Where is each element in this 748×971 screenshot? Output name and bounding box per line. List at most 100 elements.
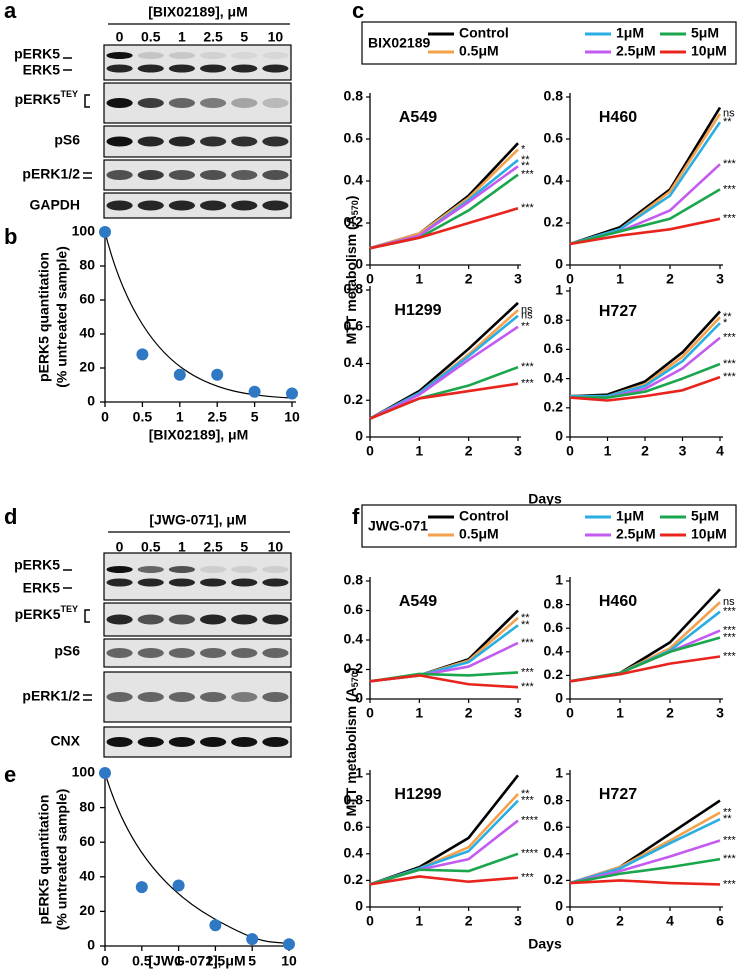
panel-title: H1299 bbox=[394, 786, 441, 803]
legend-label: 5μM bbox=[691, 508, 719, 524]
lane-label: 2.5 bbox=[203, 539, 223, 555]
x-tick-label: 2.5 bbox=[207, 409, 227, 425]
data-point bbox=[209, 919, 222, 932]
band bbox=[106, 737, 133, 747]
band bbox=[106, 170, 133, 180]
significance-label: *** bbox=[723, 358, 737, 370]
x-tick-label: 0.5 bbox=[133, 409, 153, 425]
axis bbox=[569, 287, 723, 438]
band bbox=[106, 136, 133, 147]
lane-label: 0.5 bbox=[141, 29, 161, 45]
y-tick-label: 0.6 bbox=[544, 340, 564, 356]
data-point bbox=[136, 348, 149, 361]
band bbox=[231, 566, 258, 573]
band bbox=[106, 52, 133, 59]
significance-label: *** bbox=[723, 183, 737, 195]
y-tick-label: 0.2 bbox=[544, 214, 564, 230]
x-tick-label: 3 bbox=[514, 443, 522, 459]
blot-panel bbox=[103, 125, 292, 158]
y-axis-label: pERK5 quantitation bbox=[36, 252, 52, 382]
x-tick-label: 0 bbox=[101, 409, 109, 425]
y-tick-label: 0.8 bbox=[344, 572, 364, 588]
series-line bbox=[570, 322, 721, 398]
y-tick-label: 0.2 bbox=[344, 871, 364, 887]
lane-label: 2.5 bbox=[203, 29, 223, 45]
label-text: pERK5 bbox=[15, 606, 61, 622]
y-tick-label: 0.8 bbox=[544, 311, 564, 327]
significance-label: *** bbox=[521, 681, 535, 693]
x-tick-label: 1 bbox=[616, 271, 624, 287]
blot-panel bbox=[103, 159, 292, 191]
significance-label: *** bbox=[723, 878, 737, 890]
significance-label: ns bbox=[723, 596, 735, 608]
band bbox=[231, 52, 258, 59]
x-tick-label: 3 bbox=[514, 705, 522, 721]
band bbox=[231, 200, 258, 211]
y-tick-label: 0.6 bbox=[544, 619, 564, 635]
x-tick-label: 1 bbox=[176, 409, 184, 425]
series-line bbox=[369, 674, 519, 689]
data-point bbox=[246, 933, 259, 946]
x-tick-label: 2.5 bbox=[206, 953, 226, 969]
significance-label: *** bbox=[723, 332, 737, 344]
band bbox=[137, 578, 164, 587]
y-tick-label: 0 bbox=[87, 393, 95, 409]
y-tick-label: 1 bbox=[555, 282, 563, 298]
y-tick-label: 0 bbox=[555, 428, 563, 444]
y-tick-label: 0.4 bbox=[544, 369, 564, 385]
data-point bbox=[99, 226, 111, 238]
y-axis-label: pERK5 quantitation bbox=[36, 795, 52, 925]
band bbox=[137, 170, 164, 180]
band bbox=[168, 64, 196, 73]
y-tick-label: 0.8 bbox=[544, 595, 564, 611]
x-tick-label: 0 bbox=[566, 705, 574, 721]
significance-label: *** bbox=[521, 202, 535, 214]
lane-label: 0 bbox=[116, 29, 124, 45]
band bbox=[231, 692, 258, 702]
significance-label: ** bbox=[723, 116, 732, 128]
legend-label: 2.5μM bbox=[616, 526, 656, 542]
band bbox=[199, 136, 227, 147]
series-line bbox=[369, 148, 519, 250]
legend-label: 2.5μM bbox=[616, 43, 656, 59]
blot-header: [BIX02189], μM bbox=[148, 4, 248, 20]
band bbox=[262, 170, 289, 180]
y-tick-label: 0.6 bbox=[344, 317, 364, 333]
band bbox=[106, 566, 133, 573]
panel-letter: f bbox=[352, 504, 360, 529]
y-axis-label: MTT metabolism (A570) bbox=[343, 196, 361, 345]
blot-label: pERK5TEY bbox=[15, 89, 78, 106]
significance-label: **** bbox=[521, 814, 539, 826]
band bbox=[106, 692, 133, 702]
band bbox=[231, 578, 258, 587]
band bbox=[231, 136, 258, 147]
significance-label: *** bbox=[521, 795, 535, 807]
y-label-text: ) bbox=[343, 668, 359, 673]
blot-label: pERK1/2 bbox=[22, 688, 80, 704]
x-tick-label: 2 bbox=[666, 271, 674, 287]
y-tick-label: 0.2 bbox=[344, 660, 364, 676]
significance-label: ns bbox=[521, 304, 533, 316]
band bbox=[137, 692, 164, 702]
significance-label: ** bbox=[521, 321, 530, 333]
y-tick-label: 0.2 bbox=[344, 214, 364, 230]
band bbox=[231, 648, 258, 658]
blot-label: pERK5 bbox=[14, 46, 60, 62]
band bbox=[262, 737, 289, 747]
blot-panel bbox=[103, 552, 292, 601]
blot-panel bbox=[103, 726, 292, 758]
x-tick-label: 5 bbox=[251, 409, 259, 425]
axis bbox=[569, 770, 723, 908]
series-line bbox=[569, 629, 721, 683]
band bbox=[199, 566, 227, 573]
band bbox=[168, 200, 196, 211]
y-tick-label: 40 bbox=[79, 325, 95, 341]
y-tick-label: 0.8 bbox=[344, 281, 364, 297]
x-tick-label: 2 bbox=[465, 705, 473, 721]
band bbox=[106, 64, 133, 73]
y-tick-label: 100 bbox=[72, 764, 96, 780]
y-tick-label: 0 bbox=[355, 690, 363, 706]
significance-label: ** bbox=[723, 813, 732, 825]
lane-label: 10 bbox=[268, 29, 284, 45]
y-tick-label: 20 bbox=[79, 902, 95, 918]
